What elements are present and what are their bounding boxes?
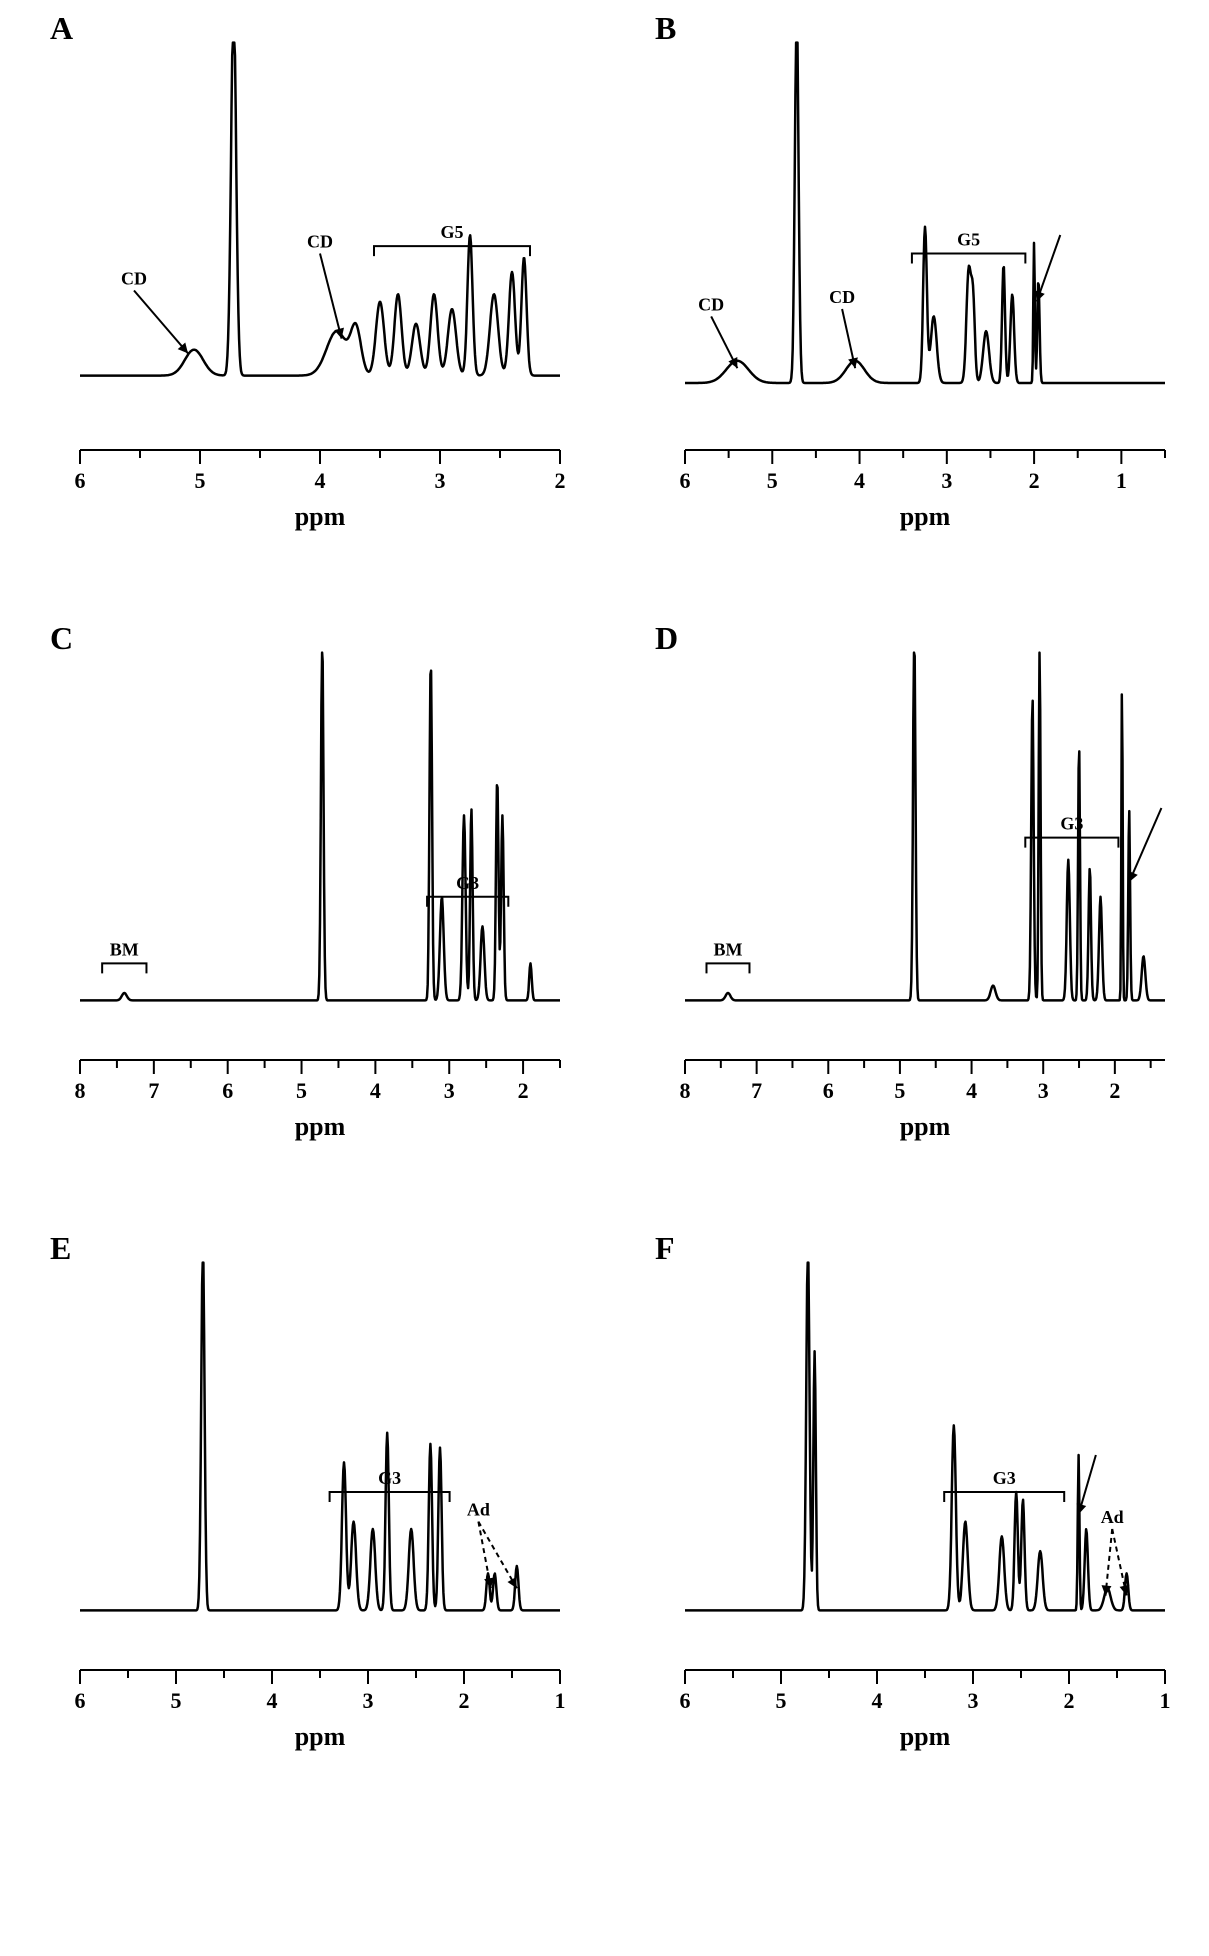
tick-label: 8 <box>75 1078 86 1103</box>
bracket-g5 <box>374 246 530 256</box>
spectrum-svg-d: 8 7 6 5 4 3 2 ppm BM G3 <box>625 630 1190 1190</box>
arrow-line <box>320 254 342 339</box>
annotation-bm: BM <box>713 939 742 959</box>
x-axis-label: ppm <box>295 1112 346 1141</box>
tick-label: 4 <box>370 1078 381 1103</box>
spectrum-svg-a: 6 5 4 3 2 ppm CD CD G5 <box>20 20 585 580</box>
panel-b: B654321ppmCDCDG5 <box>625 20 1190 580</box>
x-axis-label: ppm <box>295 1722 346 1751</box>
tick-label: 2 <box>1029 468 1040 493</box>
spectrum-svg-f: 6 5 4 3 2 1 ppm G3 Ad <box>625 1240 1190 1800</box>
panel-label-a: A <box>50 10 73 47</box>
arrow-line <box>1129 808 1161 882</box>
spectrum-svg-b: 6 5 4 3 2 1 ppm CD CD G5 <box>625 20 1190 580</box>
spectrum-trace-f <box>685 1263 1165 1611</box>
tick-label: 4 <box>267 1688 278 1713</box>
x-axis-label: ppm <box>295 502 346 531</box>
annotation-g5: G5 <box>957 230 980 250</box>
panel-label-c: C <box>50 620 73 657</box>
annotation-ad: Ad <box>1101 1507 1124 1527</box>
tick-label: 8 <box>680 1078 691 1103</box>
x-axis-label: ppm <box>900 1112 951 1141</box>
arrow-line <box>1105 1529 1112 1596</box>
annotation-cd: CD <box>307 232 333 252</box>
panel-d: D8765432ppmBMG3 <box>625 630 1190 1190</box>
arrow-line <box>1037 235 1061 302</box>
tick-label: 2 <box>1064 1688 1075 1713</box>
tick-label: 4 <box>854 468 865 493</box>
annotation-g3: G3 <box>1060 814 1083 834</box>
tick-label: 4 <box>872 1688 883 1713</box>
panel-a: A65432ppmCDCDG5 <box>20 20 585 580</box>
spectrum-trace-b <box>685 43 1165 383</box>
tick-label: 5 <box>171 1688 182 1713</box>
tick-label: 1 <box>1160 1688 1171 1713</box>
panel-label-f: F <box>655 1230 675 1267</box>
tick-label: 3 <box>1038 1078 1049 1103</box>
tick-label: 6 <box>75 468 86 493</box>
tick-label: 2 <box>1109 1078 1120 1103</box>
spectrum-trace-e <box>80 1263 560 1611</box>
tick-label: 6 <box>680 468 691 493</box>
bracket-bm <box>102 963 146 973</box>
tick-label: 3 <box>363 1688 374 1713</box>
tick-label: 6 <box>75 1688 86 1713</box>
tick-label: 5 <box>894 1078 905 1103</box>
tick-label: 5 <box>776 1688 787 1713</box>
tick-label: 6 <box>680 1688 691 1713</box>
annotation-g3: G3 <box>993 1468 1016 1488</box>
spectrum-trace-c <box>80 653 560 1001</box>
panel-label-e: E <box>50 1230 71 1267</box>
tick-label: 3 <box>941 468 952 493</box>
panel-c: C8765432ppmBMG3 <box>20 630 585 1190</box>
panel-label-b: B <box>655 10 676 47</box>
annotation-ad: Ad <box>467 1500 490 1520</box>
tick-label: 5 <box>296 1078 307 1103</box>
tick-label: 6 <box>222 1078 233 1103</box>
bracket-bm <box>706 963 749 973</box>
spectrum-svg-e: 6 5 4 3 2 1 ppm G3 Ad <box>20 1240 585 1800</box>
annotation-cd: CD <box>698 294 724 314</box>
tick-label: 1 <box>555 1688 566 1713</box>
tick-label: 3 <box>444 1078 455 1103</box>
panel-label-d: D <box>655 620 678 657</box>
x-axis-label: ppm <box>900 1722 951 1751</box>
arrow-line <box>478 1522 516 1589</box>
tick-label: 2 <box>555 468 566 493</box>
tick-label: 2 <box>518 1078 529 1103</box>
arrow-line <box>134 291 188 354</box>
tick-label: 2 <box>459 1688 470 1713</box>
annotation-cd: CD <box>121 269 147 289</box>
tick-label: 4 <box>966 1078 977 1103</box>
bracket-g3 <box>944 1492 1064 1502</box>
tick-label: 3 <box>968 1688 979 1713</box>
spectrum-trace-d <box>685 653 1165 1001</box>
tick-label: 7 <box>751 1078 762 1103</box>
tick-label: 3 <box>435 468 446 493</box>
annotation-g3: G3 <box>456 873 479 893</box>
tick-label: 7 <box>148 1078 159 1103</box>
annotation-cd: CD <box>829 287 855 307</box>
panel-f: F654321ppmG3Ad <box>625 1240 1190 1800</box>
tick-label: 1 <box>1116 468 1127 493</box>
bracket-g5 <box>912 254 1025 264</box>
annotation-bm: BM <box>110 939 139 959</box>
tick-label: 4 <box>315 468 326 493</box>
tick-label: 6 <box>823 1078 834 1103</box>
nmr-figure: A65432ppmCDCDG5B654321ppmCDCDG5C8765432p… <box>20 20 1189 1800</box>
panel-e: E654321ppmG3Ad <box>20 1240 585 1800</box>
tick-label: 5 <box>195 468 206 493</box>
annotation-g3: G3 <box>378 1468 401 1488</box>
tick-label: 5 <box>767 468 778 493</box>
spectrum-svg-c: 8 7 6 5 4 3 2 ppm BM G3 <box>20 630 585 1190</box>
x-axis-label: ppm <box>900 502 951 531</box>
annotation-g5: G5 <box>440 222 463 242</box>
spectrum-trace-a <box>80 43 560 376</box>
arrow-line <box>1112 1529 1126 1596</box>
